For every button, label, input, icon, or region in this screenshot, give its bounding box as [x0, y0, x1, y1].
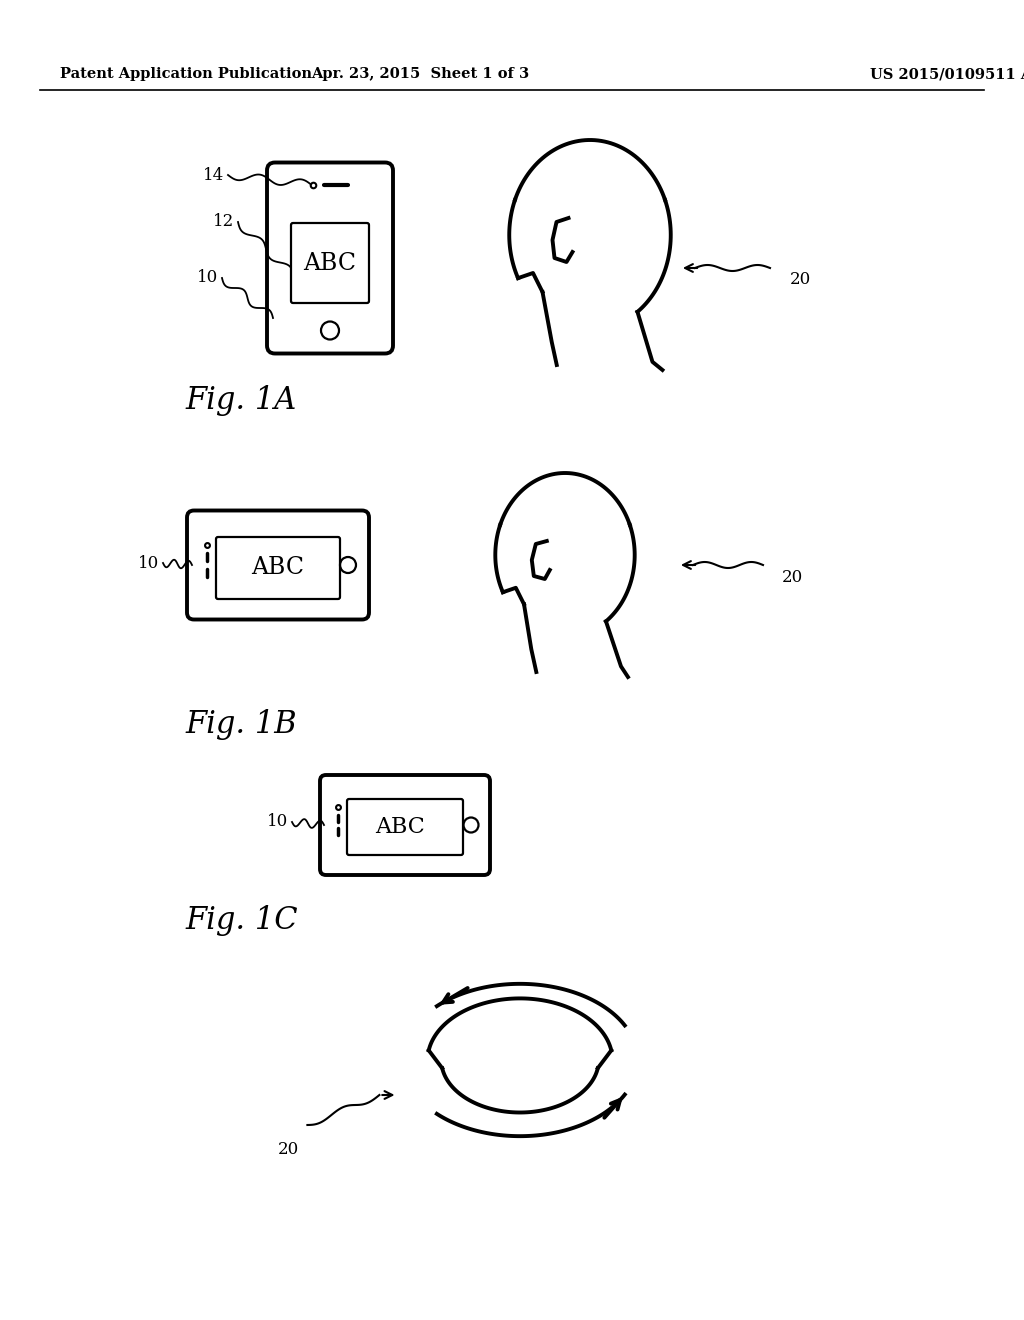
FancyBboxPatch shape — [347, 799, 463, 855]
Text: ABC: ABC — [303, 252, 356, 275]
Text: 10: 10 — [266, 813, 288, 830]
FancyBboxPatch shape — [216, 537, 340, 599]
Text: US 2015/0109511 A1: US 2015/0109511 A1 — [870, 67, 1024, 81]
Text: Fig. 1C: Fig. 1C — [185, 904, 298, 936]
Text: ABC: ABC — [375, 816, 425, 838]
Text: 14: 14 — [203, 166, 224, 183]
Text: Patent Application Publication: Patent Application Publication — [60, 67, 312, 81]
FancyBboxPatch shape — [267, 162, 393, 354]
Text: 20: 20 — [279, 1142, 299, 1159]
Text: 10: 10 — [138, 554, 159, 572]
Text: Fig. 1A: Fig. 1A — [185, 384, 296, 416]
Text: 20: 20 — [790, 272, 811, 289]
Text: ABC: ABC — [252, 557, 304, 579]
Text: Fig. 1B: Fig. 1B — [185, 710, 297, 741]
Text: Apr. 23, 2015  Sheet 1 of 3: Apr. 23, 2015 Sheet 1 of 3 — [311, 67, 529, 81]
Text: 10: 10 — [197, 269, 218, 286]
FancyBboxPatch shape — [319, 775, 490, 875]
FancyBboxPatch shape — [291, 223, 369, 304]
Text: 20: 20 — [782, 569, 803, 586]
FancyBboxPatch shape — [187, 511, 369, 619]
Text: 12: 12 — [213, 214, 234, 231]
